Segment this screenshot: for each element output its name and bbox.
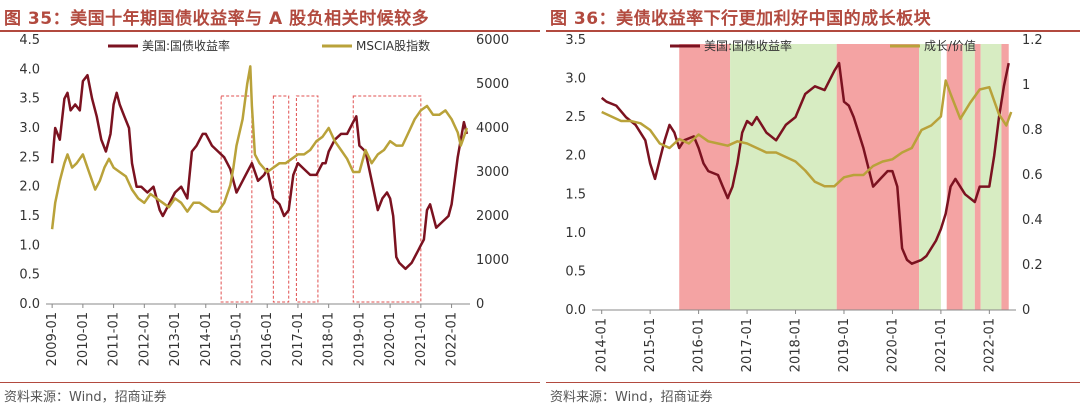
x-tick-label: 2013-01: [168, 312, 183, 366]
right-tick-label: 4000: [476, 121, 509, 136]
title-divider: [0, 30, 540, 32]
left-tick-label: 2.5: [19, 150, 40, 165]
x-tick-label: 2014-01: [595, 318, 610, 372]
left-tick-label: 3.5: [19, 92, 40, 107]
left-tick-label: 1.5: [19, 209, 40, 224]
right-tick-label: 1: [1022, 78, 1030, 93]
left-tick-label: 2.0: [19, 180, 40, 195]
x-tick-label: 2016-01: [692, 318, 707, 372]
legend-label: MSCIA股指数: [356, 38, 430, 53]
x-tick-label: 2009-01: [45, 312, 60, 366]
x-tick-label: 2012-01: [137, 312, 152, 366]
series-line-1: [50, 73, 469, 271]
right-tick-label: 5000: [476, 77, 509, 92]
left-tick-label: 0.5: [565, 264, 586, 279]
chart-title: 图 36：美债收益率下行更加利好中国的成长板块: [550, 9, 932, 29]
left-tick-label: 3.0: [565, 72, 586, 87]
right-tick-label: 1.2: [1022, 33, 1043, 48]
left-tick-label: 0.0: [565, 303, 586, 318]
shaded-span: [974, 44, 981, 310]
left-tick-label: 3.0: [19, 121, 40, 136]
right-tick-label: 0.4: [1022, 213, 1043, 228]
legend-label: 成长/价值: [924, 38, 976, 53]
left-tick-label: 4.5: [19, 33, 40, 48]
x-tick-label: 2014-01: [199, 312, 214, 366]
right-tick-label: 3000: [476, 165, 509, 180]
highlight-box: [295, 95, 319, 303]
highlight-box: [352, 95, 422, 303]
x-tick-label: 2010-01: [76, 312, 91, 366]
shaded-span: [1001, 44, 1009, 310]
shaded-span: [946, 44, 963, 310]
chart-36-svg: 0.0 0.5 1.0 1.5 2.0 2.5 3.0 3.5 0 0.2 0.4 0.6 0.8 1 1.…: [565, 33, 1043, 372]
x-tick-label: 2020-01: [885, 318, 900, 372]
series-line-1: [600, 61, 1010, 265]
left-tick-label: 1.0: [19, 238, 40, 253]
shaded-span: [919, 44, 941, 310]
x-tick-label: 2016-01: [260, 312, 275, 366]
x-tick-label: 2011-01: [107, 312, 122, 366]
left-tick-label: 1.0: [565, 226, 586, 241]
left-tick-label: 3.5: [565, 33, 586, 48]
left-tick-label: 1.5: [565, 187, 586, 202]
right-tick-label: 0.2: [1022, 258, 1043, 273]
right-tick-label: 0.8: [1022, 123, 1043, 138]
left-tick-label: 4.0: [19, 62, 40, 77]
figure-35-panel: 图 35：美国十年期国债收益率与 A 股负相关时候较多 0.0 0.5 1.0 1.5…: [0, 9, 540, 405]
legend-label: 美国:国债收益率: [704, 38, 792, 53]
right-tick-label: 6000: [476, 33, 509, 48]
shaded-span: [730, 44, 837, 310]
title-divider: [546, 30, 1080, 32]
right-tick-label: 1000: [476, 253, 509, 268]
legend-label: 美国:国债收益率: [142, 38, 230, 53]
x-tick-label: 2017-01: [740, 318, 755, 372]
left-tick-label: 0.0: [19, 297, 40, 312]
chart-source: 资料来源：Wind，招商证券: [550, 390, 713, 405]
figure-36-panel: 图 36：美债收益率下行更加利好中国的成长板块 0.0 0.5 1.0 1.5 2.0 2…: [546, 0, 1080, 408]
x-tick-label: 2019-01: [352, 312, 367, 366]
x-tick-label: 2017-01: [291, 312, 306, 366]
series-line-2: [601, 79, 1013, 188]
source-divider: [546, 382, 1080, 383]
right-tick-label: 0: [476, 297, 484, 312]
chart-35-svg: 0.0 0.5 1.0 1.5 2.0 2.5 3.0 3.5 4.0 4.5 0 1000 2000 3…: [19, 33, 509, 366]
x-tick-label: 2020-01: [383, 312, 398, 366]
right-tick-label: 2000: [476, 209, 509, 224]
series-line-2: [50, 65, 469, 230]
source-divider: [0, 382, 540, 383]
chart-title: 图 35：美国十年期国债收益率与 A 股负相关时候较多: [4, 9, 430, 29]
x-tick-label: 2015-01: [643, 318, 658, 372]
right-tick-label: 0.6: [1022, 168, 1043, 183]
x-tick-label: 2021-01: [934, 318, 949, 372]
x-tick-label: 2022-01: [982, 318, 997, 372]
highlight-box: [272, 95, 290, 303]
x-tick-label: 2015-01: [229, 312, 244, 366]
left-tick-label: 2.5: [565, 110, 586, 125]
x-tick-label: 2018-01: [322, 312, 337, 366]
shaded-span: [962, 44, 975, 310]
right-tick-label: 0: [1022, 303, 1030, 318]
x-tick-label: 2019-01: [837, 318, 852, 372]
left-tick-label: 2.0: [565, 149, 586, 164]
x-tick-label: 2021-01: [414, 312, 429, 366]
x-tick-label: 2022-01: [445, 312, 460, 366]
shaded-span: [679, 44, 731, 310]
x-tick-label: 2018-01: [789, 318, 804, 372]
chart-source: 资料来源：Wind，招商证券: [4, 390, 167, 405]
left-tick-label: 0.5: [19, 268, 40, 283]
highlight-box: [220, 95, 253, 303]
